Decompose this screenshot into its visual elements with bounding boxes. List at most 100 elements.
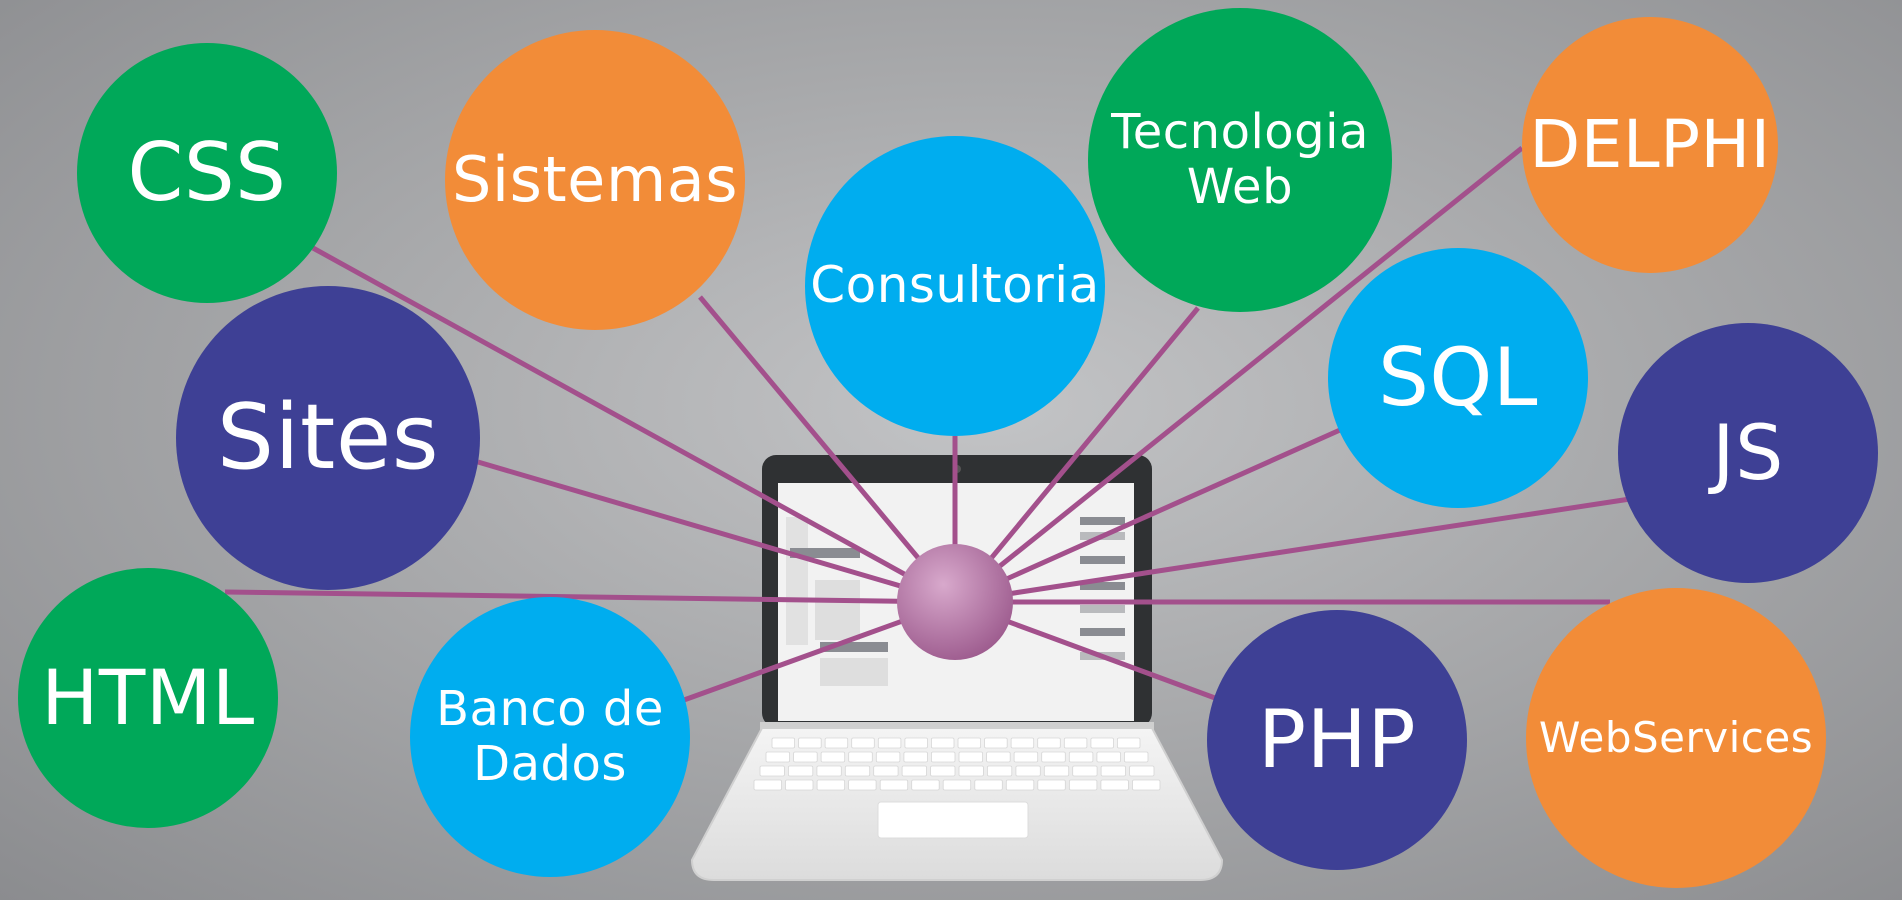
connector-line-sites (477, 459, 956, 605)
screen-panel (786, 517, 808, 645)
keyboard-key (931, 737, 955, 749)
keyboard-key (930, 765, 956, 777)
node-sites: Sites (176, 286, 480, 590)
screen-bar (790, 548, 860, 558)
node-sql: SQL (1328, 248, 1588, 508)
keyboard-key (816, 779, 845, 791)
connector-line-delphi (953, 146, 1524, 604)
keyboard-key (1037, 737, 1061, 749)
keyboard-key (820, 751, 846, 763)
keyboard-key (1132, 779, 1161, 791)
node-label: DELPHI (1529, 106, 1771, 184)
node-label: HTML (41, 653, 255, 743)
keyboard-key (1072, 765, 1098, 777)
screen-bar (1080, 605, 1125, 613)
keyboard-key (974, 779, 1003, 791)
connector-line-js (954, 496, 1631, 605)
keyboard-key (958, 765, 984, 777)
connector-lines (224, 146, 1631, 703)
connector-line-css (311, 245, 957, 605)
keyboard-key (1015, 765, 1041, 777)
keyboard-key (816, 765, 842, 777)
keyboard-key (931, 751, 956, 763)
node-webservices: WebServices (1526, 588, 1826, 888)
keyboard-key (1013, 751, 1039, 763)
keyboard-key (1068, 751, 1094, 763)
keyboard-key (788, 765, 814, 777)
node-label: JS (1712, 408, 1784, 498)
node-label: CSS (127, 126, 287, 219)
node-php: PHP (1207, 610, 1467, 870)
screen-bar (820, 642, 888, 652)
keyboard-key (1037, 779, 1066, 791)
node-tecnologia-web: Tecnologia Web (1088, 8, 1392, 312)
keyboard-key (1063, 737, 1088, 749)
keyboard-key (875, 751, 901, 763)
keyboard-key (942, 779, 972, 791)
node-label: Tecnologia Web (1111, 103, 1369, 215)
connector-line-html (224, 589, 956, 605)
keyboard-key (911, 779, 940, 791)
screen-block (815, 580, 860, 640)
keyboard-key (1124, 751, 1149, 763)
screen-bar (1080, 556, 1125, 564)
laptop-trackpad (877, 801, 1029, 839)
node-html: HTML (18, 568, 278, 828)
connector-line-sistemas (698, 295, 957, 604)
keyboard-key (877, 737, 902, 749)
keyboard-key (1117, 737, 1141, 749)
connector-line-sql (953, 427, 1342, 605)
node-css: CSS (77, 43, 337, 303)
keyboard-key (879, 779, 909, 791)
node-label: Sistemas (451, 143, 739, 217)
screen-bar (1080, 628, 1125, 636)
keyboard-key (848, 779, 877, 791)
keyboard-key (958, 751, 984, 763)
keyboard-key (1100, 765, 1126, 777)
node-banco-de-dados: Banco de Dados (410, 597, 690, 877)
keyboard-key (793, 751, 818, 763)
laptop-hinge (760, 722, 1154, 730)
keyboard-key (1100, 779, 1129, 791)
keyboard-key (753, 779, 782, 791)
keyboard-key (1041, 751, 1066, 763)
keyboard-key (901, 765, 927, 777)
keyboard-key (844, 765, 871, 777)
node-label: SQL (1378, 331, 1538, 424)
keyboard-key (771, 737, 796, 749)
screen-bar (1080, 517, 1125, 525)
laptop-keyboard (753, 737, 1161, 791)
screen-block (820, 658, 888, 686)
node-delphi: DELPHI (1522, 17, 1778, 273)
keyboard-key (987, 765, 1013, 777)
keyboard-key (798, 737, 822, 749)
keyboard-key (1069, 779, 1098, 791)
keyboard-key (904, 737, 928, 749)
keyboard-key (957, 737, 982, 749)
node-sistemas: Sistemas (445, 30, 745, 330)
keyboard-key (1043, 765, 1070, 777)
node-label: WebServices (1538, 712, 1814, 762)
keyboard-key (785, 779, 814, 791)
keyboard-key (873, 765, 899, 777)
connector-line-tecnologia-web (953, 306, 1200, 604)
node-js: JS (1618, 323, 1878, 583)
keyboard-key (1096, 751, 1121, 763)
keyboard-key (1005, 779, 1035, 791)
keyboard-key (1129, 765, 1155, 777)
node-consultoria: Consultoria (805, 136, 1105, 436)
node-label: Consultoria (810, 256, 1100, 315)
keyboard-key (759, 765, 785, 777)
central-hub (897, 544, 1013, 660)
keyboard-key (1090, 737, 1114, 749)
node-label: PHP (1257, 693, 1417, 786)
keyboard-key (1010, 737, 1035, 749)
keyboard-key (986, 751, 1011, 763)
keyboard-key (824, 737, 849, 749)
node-label: Sites (216, 385, 440, 491)
keyboard-key (848, 751, 873, 763)
screen-bar (1080, 582, 1125, 590)
keyboard-key (984, 737, 1008, 749)
node-label: Banco de Dados (436, 680, 664, 792)
